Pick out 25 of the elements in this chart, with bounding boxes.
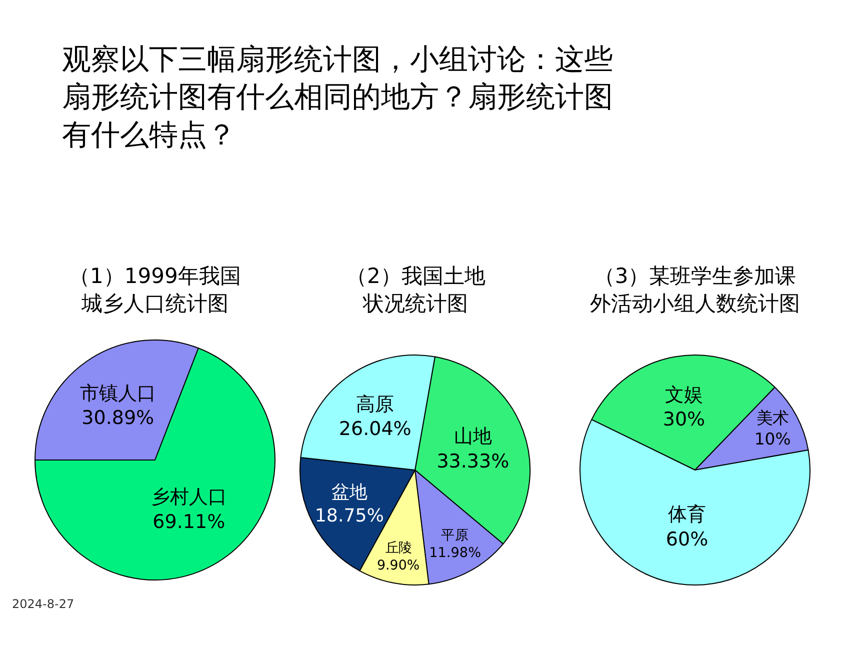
- slice-label: 丘陵: [385, 540, 412, 556]
- slice-label: 盆地: [331, 482, 368, 504]
- data-label: 18.75%: [314, 506, 384, 527]
- slice-label: 文娱: [664, 384, 703, 406]
- text: 2024-8-27: [12, 597, 74, 611]
- data-label: 60%: [666, 528, 708, 550]
- data-label: 11.98%: [429, 545, 482, 562]
- slice-label: 体育: [668, 504, 706, 526]
- data-label: 26.04%: [338, 418, 412, 440]
- data-label: 33.33%: [436, 450, 510, 472]
- slice-label: 高原: [356, 393, 394, 416]
- data-label: 9.90%: [377, 558, 420, 574]
- data-label: 30%: [662, 408, 706, 431]
- chart-title: （1）1999年我国城乡人口统计图: [69, 264, 241, 316]
- slice-label: 乡村人口: [150, 486, 227, 508]
- slice-label: 美术: [756, 408, 789, 428]
- chart-title: （3）某班学生参加课外活动小组人数统计图: [590, 264, 800, 316]
- data-label: 30.89%: [82, 407, 154, 430]
- slice-label: 山地: [454, 426, 492, 448]
- chart-title: （2）我国土地状况统计图: [346, 264, 486, 316]
- text: 观察以下三幅扇形统计图，小组讨论：这些扇形统计图有什么相同的地方？扇形统计图有什么特点？: [62, 42, 613, 152]
- slice-label: 平原: [441, 527, 470, 544]
- data-label: 10%: [754, 430, 791, 449]
- data-label: 69.11%: [152, 510, 226, 533]
- slice-label: 市镇人口: [80, 382, 156, 404]
